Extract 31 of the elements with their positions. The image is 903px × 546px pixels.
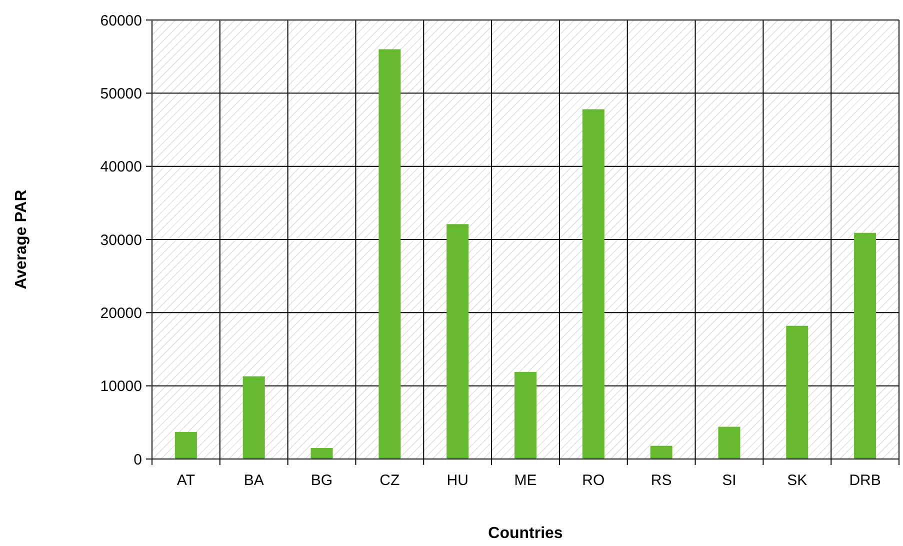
x-tick-label: ME [514,472,537,489]
x-tick-label: RO [582,472,605,489]
bar [378,49,401,459]
x-tick-label: BG [310,472,333,489]
bar [718,426,740,459]
y-tick-label: 0 [134,451,142,468]
x-tick-label: HU [446,472,468,489]
bar [446,224,469,459]
bar [174,432,197,459]
y-tick-label: 20000 [100,304,142,322]
y-tick-label: 30000 [100,232,142,249]
y-tick-label: 10000 [100,378,142,396]
bar [242,376,265,459]
x-tick-label: DRB [849,472,881,489]
x-tick-label: RS [650,472,672,489]
y-tick-label: 40000 [100,158,142,176]
x-tick-label: CZ [380,472,400,489]
x-tick-label: BA [244,472,264,489]
bar [786,326,808,459]
x-tick-label: SI [722,472,736,489]
bar [650,446,672,459]
y-axis-title: Average PAR [13,189,30,290]
bar [854,232,876,459]
x-axis-title: Countries [488,525,563,542]
x-tick-label: SK [787,472,808,489]
bar [514,372,536,459]
bar [310,448,333,459]
y-tick-label: 50000 [100,85,142,102]
bar [582,109,604,459]
x-tick-label: AT [176,472,195,489]
y-tick-label: 60000 [100,12,142,30]
